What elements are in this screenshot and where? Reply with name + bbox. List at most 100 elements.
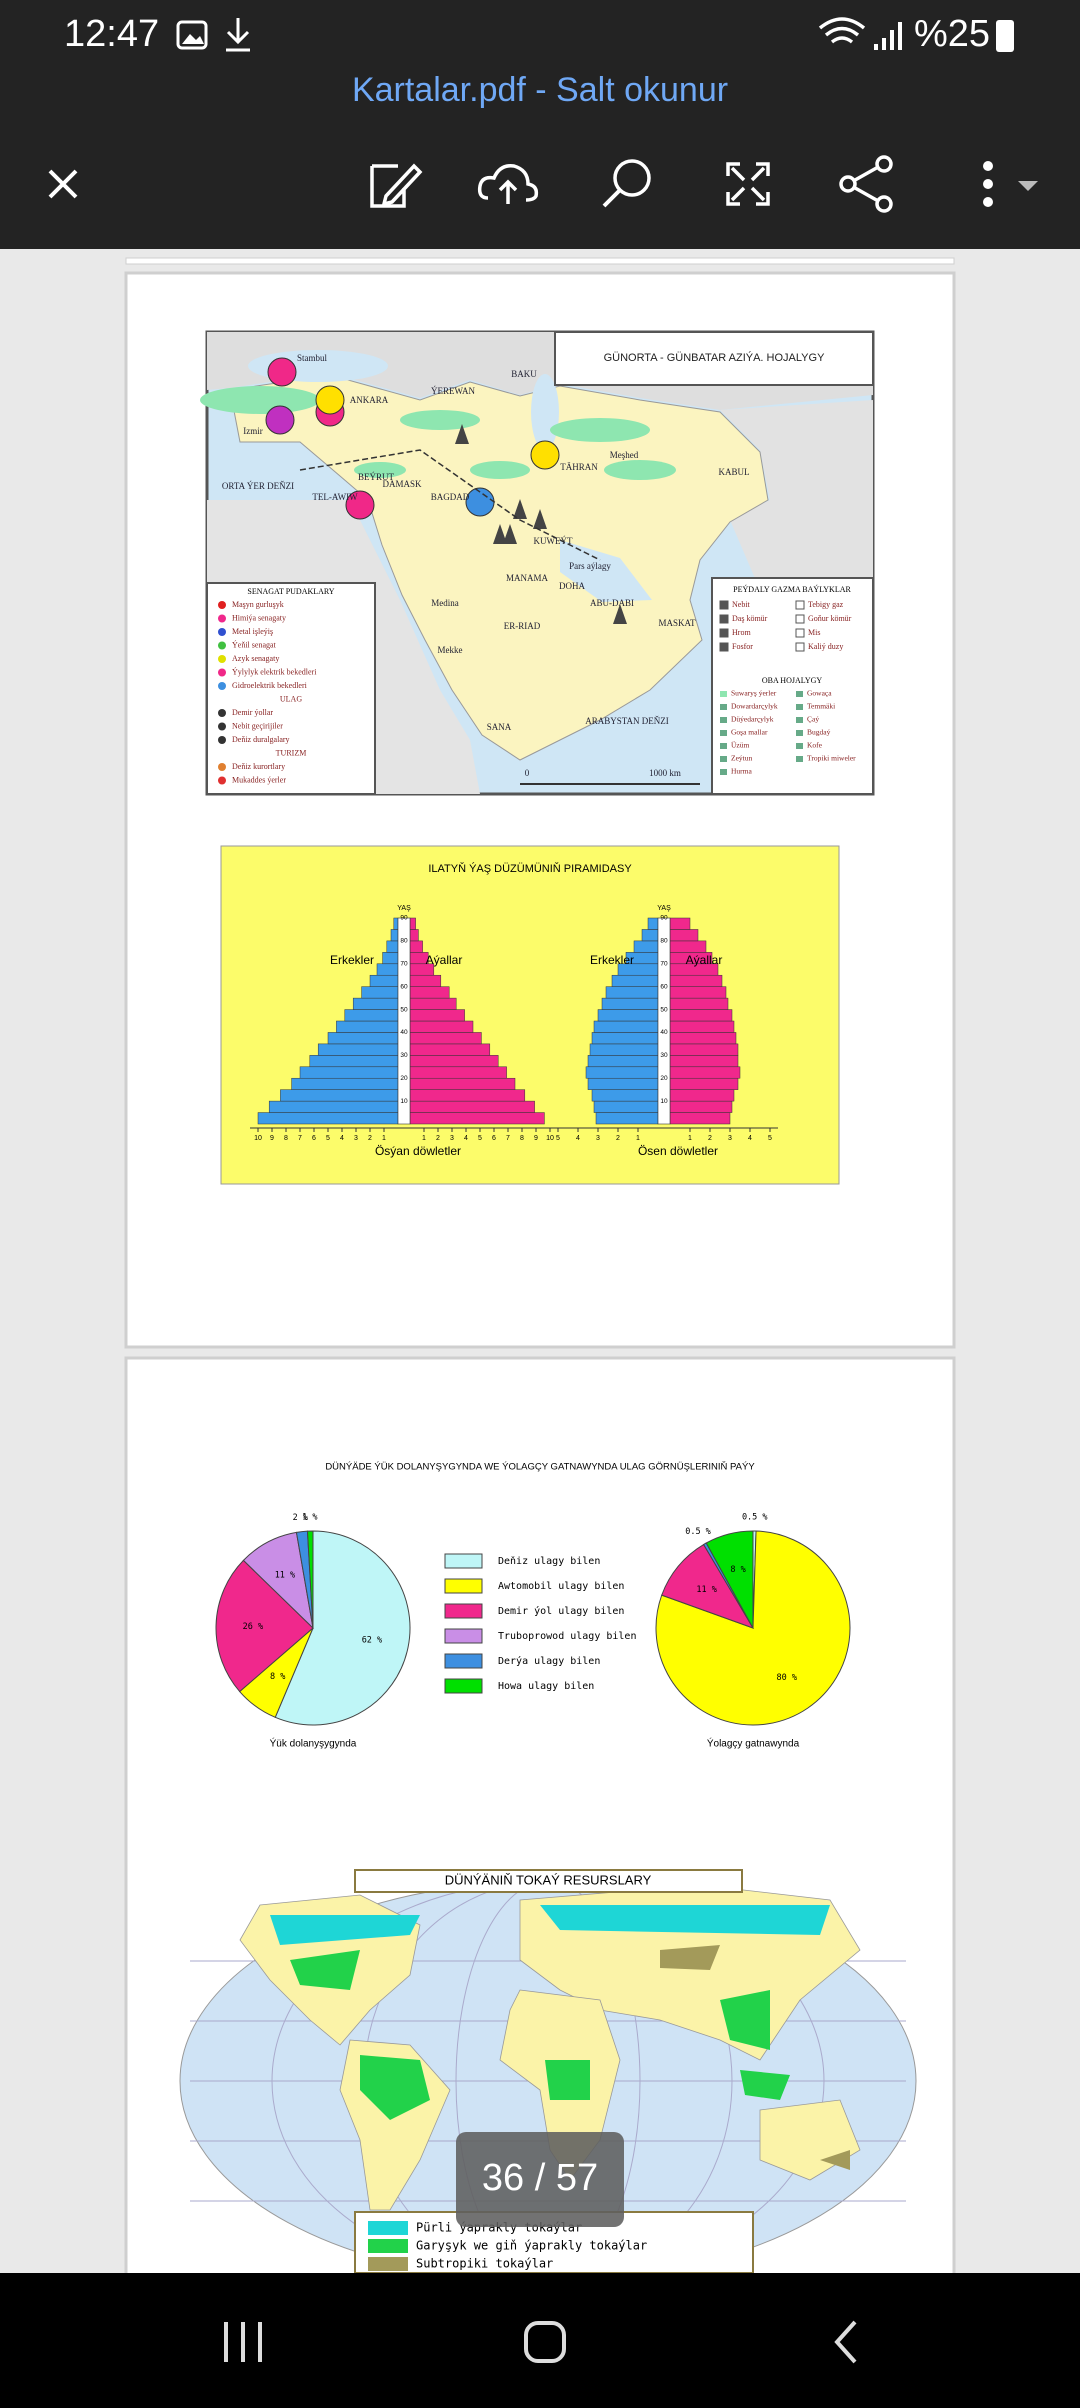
legend-symbol	[796, 717, 803, 723]
x-tick-label: 10	[546, 1135, 554, 1142]
pyramid-bar	[669, 1100, 733, 1113]
pyramid-axis	[657, 917, 671, 1125]
legend-item: Demir ýollar	[232, 708, 273, 717]
map-place-label: DAMASK	[382, 479, 422, 489]
y-tick-label: 70	[660, 960, 668, 967]
slice-label: 11 %	[696, 1585, 716, 1595]
battery-icon	[996, 20, 1014, 52]
legend-item: Kofe	[807, 741, 823, 750]
legend-label: Awtomobil ulagy bilen	[498, 1581, 624, 1592]
map-farm-area	[550, 418, 650, 442]
pyramid-bar	[641, 929, 659, 942]
legend-item: Gowaça	[807, 689, 832, 698]
gallery-icon-detail	[182, 34, 204, 44]
legend-item: Hurma	[731, 767, 752, 776]
pyramid-bar	[633, 940, 659, 953]
pyramid-bar	[409, 997, 457, 1010]
pyramid-bar	[336, 1020, 399, 1033]
slice-label: 0.5 %	[685, 1527, 711, 1537]
pyramid-bar	[593, 1020, 659, 1033]
map-place-label: SANA	[487, 722, 512, 732]
legend-item: TURIZM	[276, 748, 307, 757]
pyramid-bar	[409, 974, 442, 987]
series-label: Aýallar	[426, 953, 463, 967]
map-place-label: BEÝRUT	[358, 472, 395, 482]
map-industry-symbol	[345, 490, 375, 520]
pyramid-bar	[409, 1055, 499, 1068]
recent-apps-button[interactable]	[224, 2322, 262, 2362]
legend-symbol	[218, 709, 226, 717]
slice-label: 80 %	[777, 1673, 797, 1683]
legend-symbol	[719, 600, 729, 610]
map-place-label: ÝEREWAN	[431, 386, 475, 396]
legend-symbol	[796, 691, 803, 697]
share-node	[875, 195, 893, 213]
pyramid-bar	[409, 1009, 465, 1022]
map-persian-gulf	[560, 540, 652, 602]
pyramid-bar	[291, 1077, 399, 1090]
legend-swatch	[444, 1603, 483, 1619]
edit-button[interactable]	[370, 163, 423, 208]
pyramid-bar	[601, 997, 659, 1010]
download-icon	[226, 18, 250, 52]
dropdown-arrow[interactable]	[1018, 181, 1038, 191]
legend-symbol	[218, 628, 226, 636]
slice-label: 2 %	[293, 1513, 308, 1523]
x-tick-label: 8	[284, 1135, 288, 1142]
legend-symbol	[720, 717, 727, 723]
legend-item: Temmäki	[807, 702, 835, 711]
map-place-label: Stambul	[297, 353, 328, 363]
chart-title: ILATYŇ ÝAŞ DÜZÜMÜNIŇ PIRAMIDASY	[428, 862, 632, 875]
map-farm-area	[354, 462, 406, 478]
pyramid-bar	[409, 1100, 535, 1113]
pyramid-bar	[268, 1100, 399, 1113]
fullscreen-button[interactable]	[726, 162, 770, 206]
x-tick-label: 2	[436, 1135, 440, 1142]
pyramid-bar	[280, 1089, 399, 1102]
legend-item: Nebit geçirijiler	[232, 721, 283, 730]
share-node	[839, 175, 857, 193]
home-button[interactable]	[524, 2321, 566, 2363]
legend-heading: SENAGAT PUDAKLARY	[247, 587, 334, 596]
pie-name: Ýolagçy gatnawynda	[707, 1737, 800, 1750]
legend-symbol	[796, 743, 803, 749]
pyramid-bar	[591, 1089, 659, 1102]
legend-symbol	[795, 614, 805, 624]
legend-item: Goňur kömür	[808, 614, 852, 623]
legend-symbol	[218, 763, 226, 771]
legend-item: Fosfor	[732, 642, 753, 651]
series-label: Erkekler	[330, 953, 374, 967]
cloud-upload-button[interactable]	[477, 164, 539, 204]
legend-symbol	[795, 642, 805, 652]
wifi-icon	[818, 17, 866, 44]
pyramid-bar	[597, 1009, 659, 1022]
legend-symbol	[796, 756, 803, 762]
page-indicator	[456, 2132, 624, 2227]
legend-item: Maşyn gurluşyk	[232, 600, 284, 609]
y-tick-label: 50	[660, 1006, 668, 1013]
x-tick-label: 4	[576, 1135, 580, 1142]
y-tick-label: 10	[400, 1098, 408, 1105]
map-land-east	[720, 400, 873, 590]
map-title: GÜNORTA - GÜNBATAR AZIÝA. HOJALYGY	[604, 351, 826, 364]
pyramid-bar	[409, 929, 419, 942]
legend-label: Subtropiki tokaýlar	[416, 2257, 553, 2271]
slice-label: 1 %	[302, 1513, 317, 1523]
legend-label: Derýa ulagy bilen	[498, 1655, 600, 1667]
search-button[interactable]	[613, 159, 651, 197]
x-tick-label: 10	[254, 1135, 262, 1142]
legend-symbol	[720, 743, 727, 749]
back-button[interactable]	[834, 2320, 857, 2364]
pyramid-bar	[361, 986, 399, 999]
pyramid-bar	[669, 1032, 737, 1045]
close-button[interactable]	[48, 169, 78, 199]
y-tick-label: 90	[400, 915, 408, 922]
x-tick-label: 1	[382, 1135, 386, 1142]
legend-item: Ýylylyk elektrik bekedleri	[232, 666, 317, 676]
pyramid-bar	[669, 986, 727, 999]
pyramid-bar	[669, 974, 723, 987]
legend-item: Tebigy gaz	[808, 600, 844, 609]
pyramid-bar	[605, 986, 659, 999]
more-button[interactable]	[983, 161, 993, 171]
